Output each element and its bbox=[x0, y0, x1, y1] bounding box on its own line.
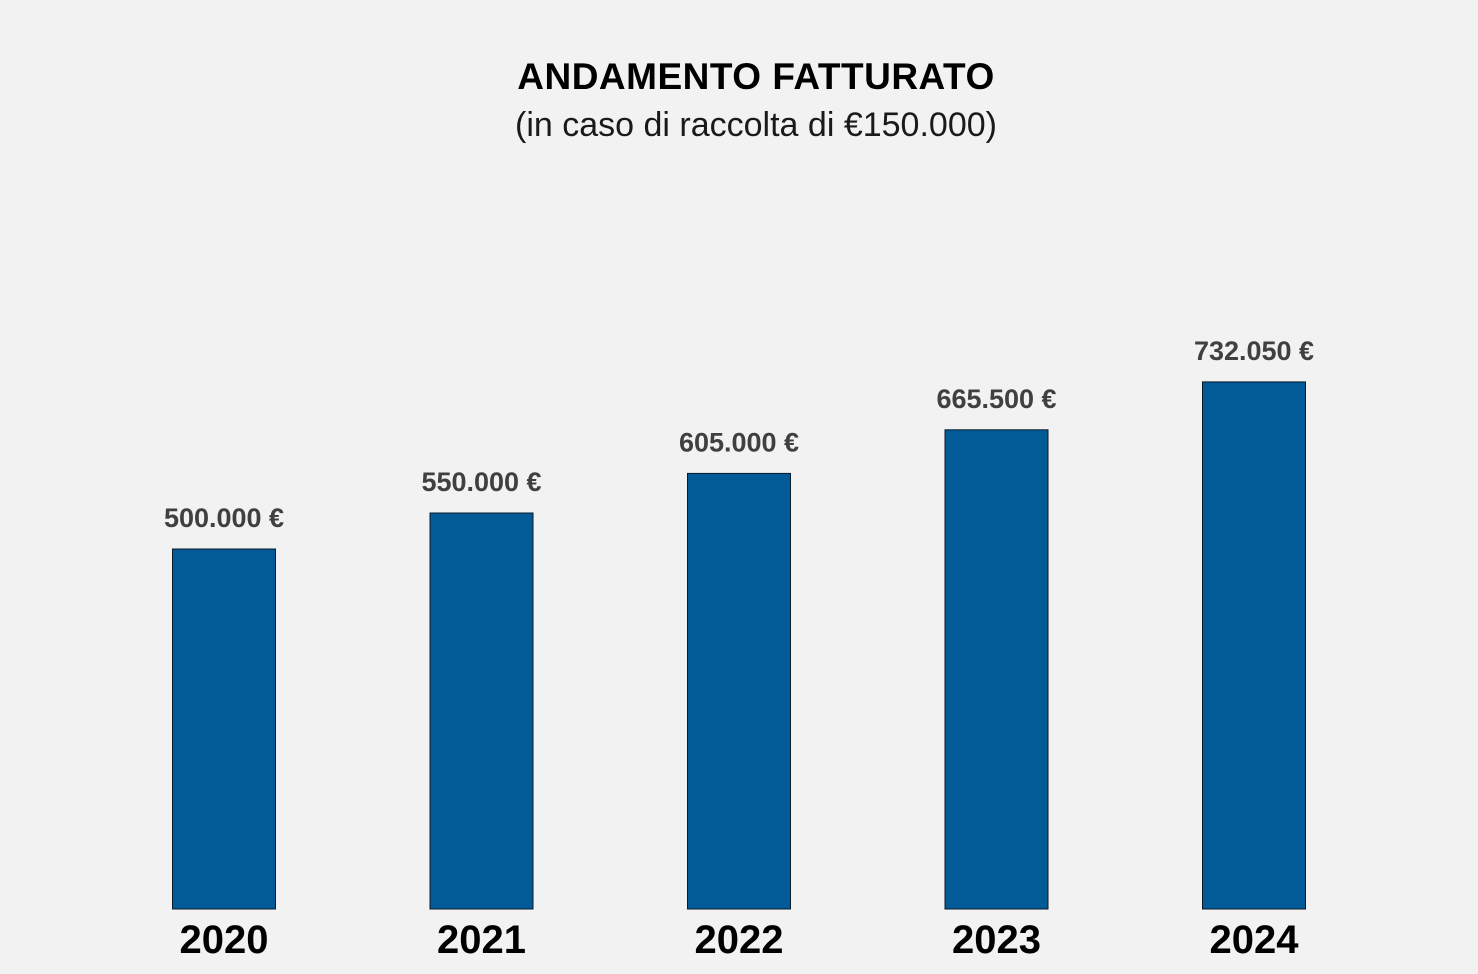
category-label-2021: 2021 bbox=[437, 918, 526, 962]
category-label-2023: 2023 bbox=[952, 918, 1041, 962]
category-label-2022: 2022 bbox=[695, 918, 784, 962]
bar-2020 bbox=[172, 548, 276, 910]
chart-subtitle: (in caso di raccolta di €150.000) bbox=[515, 106, 997, 144]
value-label-2023: 665.500 € bbox=[936, 384, 1056, 414]
value-label-2024: 732.050 € bbox=[1194, 336, 1314, 366]
value-label-2022: 605.000 € bbox=[679, 427, 799, 457]
value-label-2021: 550.000 € bbox=[421, 467, 541, 497]
chart-title: ANDAMENTO FATTURATO bbox=[517, 56, 995, 97]
bar-2022 bbox=[687, 472, 791, 910]
bar-2021 bbox=[429, 512, 534, 910]
bar-2023 bbox=[944, 429, 1049, 910]
bar-2024 bbox=[1202, 381, 1306, 910]
category-label-2024: 2024 bbox=[1210, 918, 1300, 962]
value-label-2020: 500.000 € bbox=[164, 503, 284, 533]
category-label-2020: 2020 bbox=[180, 918, 269, 962]
